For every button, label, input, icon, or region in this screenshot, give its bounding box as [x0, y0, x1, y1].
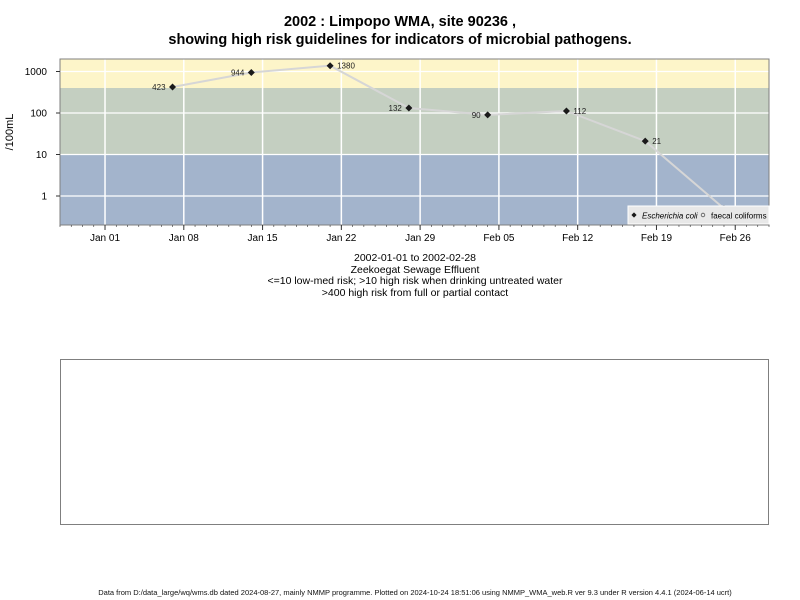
guideline-contact-text: >400 high risk from full or partial cont…: [321, 286, 509, 299]
legend-label-faecal: faecal coliforms: [711, 212, 767, 221]
legend-marker-ecoli: [631, 212, 637, 218]
data-label: 944: [231, 69, 245, 78]
data-label: 21: [652, 137, 661, 146]
data-point: [405, 104, 413, 112]
x-tick-label: Feb 26: [720, 233, 752, 244]
data-point: [326, 62, 334, 70]
y-tick-label: 1: [41, 191, 47, 202]
x-tick-label: Jan 22: [326, 233, 356, 244]
plot-frame: [59, 58, 770, 226]
y-tick-label: 100: [30, 108, 47, 119]
date-range-text: 2002-01-01 to 2002-02-28: [353, 252, 476, 264]
risk-band-2: [60, 88, 769, 155]
data-point: [169, 83, 177, 91]
data-label: 423: [152, 83, 166, 92]
data-label: 1380: [337, 62, 355, 71]
data-point: [247, 69, 255, 77]
data-label: 112: [573, 107, 586, 116]
guideline-drinking-text: <=10 low-med risk; >10 high risk when dr…: [267, 275, 563, 287]
x-tick-label: Jan 29: [405, 233, 435, 244]
site-name-text: Zeekoegat Sewage Effluent: [350, 263, 480, 276]
y-axis-label: /100mL: [4, 114, 16, 151]
data-point: [641, 137, 649, 145]
series-line-1: [172, 64, 725, 210]
x-tick-label: Jan 01: [90, 233, 120, 244]
data-point: [562, 107, 570, 115]
y-tick-label: 10: [36, 150, 48, 161]
x-tick-label: Feb 12: [562, 233, 594, 244]
legend-marker-faecal: [700, 212, 706, 218]
data-point: [484, 111, 492, 119]
x-tick-label: Feb 05: [483, 233, 515, 244]
chart-title-line-2: showing high risk guidelines for indicat…: [168, 32, 632, 48]
legend-box: [627, 205, 770, 225]
legend-label-ecoli: Escherichia coli: [642, 212, 698, 221]
x-tick-label: Feb 19: [641, 233, 673, 244]
x-tick-label: Jan 15: [248, 233, 278, 244]
x-tick-label: Jan 08: [169, 233, 199, 244]
data-label: 90: [472, 111, 481, 120]
data-label: 132: [389, 104, 403, 113]
chart-title-line-1: 2002 : Limpopo WMA, site 90236 ,: [283, 14, 517, 30]
risk-band-1: [60, 59, 769, 89]
chart-area: 1 10 100 1000 Jan 01 Jan 08 Jan 15 Jan 22 Jan 29…: [4, 58, 770, 244]
data-source-footer: Data from D:/data_large/wq/wms.db dated …: [98, 588, 732, 597]
empty-secondary-panel: [60, 359, 769, 525]
y-tick-label: 1000: [25, 67, 48, 78]
